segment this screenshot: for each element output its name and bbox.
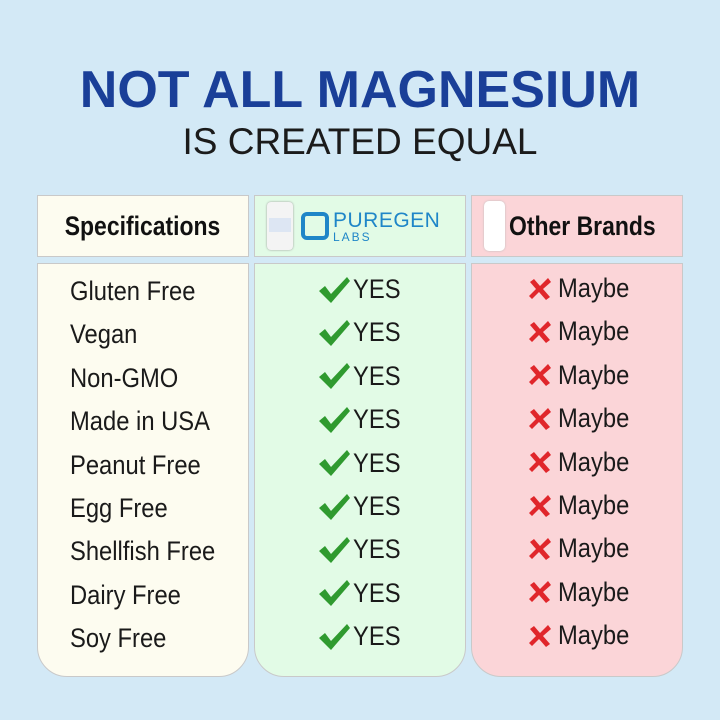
other-brands-column: Maybe Maybe Maybe Maybe Maybe Maybe Maybe Maybe…: [471, 263, 683, 677]
other-value: Maybe: [558, 446, 630, 477]
puregen-value: YES: [353, 447, 401, 478]
brand-logo-sub: LABS: [333, 229, 372, 244]
x-icon: [528, 537, 552, 561]
header-puregen: PUREGEN LABS: [254, 195, 466, 257]
puregen-row: YES: [317, 268, 407, 311]
other-value: Maybe: [558, 620, 630, 651]
puregen-value: YES: [353, 404, 401, 435]
puregen-row: YES: [317, 398, 407, 441]
check-icon: [317, 492, 351, 522]
check-icon: [317, 448, 351, 478]
puregen-value: YES: [353, 621, 401, 652]
other-row: Maybe: [528, 310, 639, 353]
other-row: Maybe: [528, 484, 639, 527]
puregen-value: YES: [353, 577, 401, 608]
brand-logo-text: PUREGEN: [333, 208, 441, 232]
other-row: Maybe: [528, 614, 639, 657]
puregen-row: YES: [317, 572, 407, 615]
other-row: Maybe: [528, 571, 639, 614]
other-value: Maybe: [558, 403, 630, 434]
spec-label: Vegan: [70, 319, 138, 350]
header-specifications-label: Specifications: [65, 210, 221, 241]
bottle-icon: [267, 202, 293, 250]
brand-logo-mark-icon: [301, 212, 329, 240]
puregen-row: YES: [317, 355, 407, 398]
spec-row: Peanut Free: [70, 444, 219, 487]
puregen-value: YES: [353, 317, 401, 348]
other-value: Maybe: [558, 359, 630, 390]
puregen-row: YES: [317, 528, 407, 571]
other-value: Maybe: [558, 316, 630, 347]
puregen-value: YES: [353, 274, 401, 304]
header-other-brands: Other Brands: [471, 195, 683, 257]
spec-row: Made in USA: [70, 400, 229, 443]
spec-label: Peanut Free: [70, 449, 201, 480]
puregen-row: YES: [317, 485, 407, 528]
spec-row: Vegan: [70, 313, 147, 356]
spec-row: Gluten Free: [70, 270, 213, 313]
puregen-column: YES YES YES YES YES YES YES YES YES: [254, 263, 466, 677]
spec-label: Gluten Free: [70, 276, 196, 306]
bottle-icon: [484, 201, 506, 251]
page-title: NOT ALL MAGNESIUM: [79, 61, 641, 119]
specifications-column: Gluten Free Vegan Non-GMO Made in USA Peanut…: [37, 263, 249, 677]
puregen-row: YES: [317, 311, 407, 354]
header-other-brands-label: Other Brands: [509, 210, 657, 241]
other-value: Maybe: [558, 273, 630, 303]
check-icon: [317, 405, 351, 435]
spec-label: Made in USA: [70, 406, 210, 437]
page-subtitle: IS CREATED EQUAL: [182, 121, 538, 162]
spec-label: Soy Free: [70, 623, 167, 654]
other-value: Maybe: [558, 576, 630, 607]
other-row: Maybe: [528, 354, 639, 397]
other-row: Maybe: [528, 441, 639, 484]
x-icon: [528, 363, 552, 387]
x-icon: [528, 407, 552, 431]
spec-row: Egg Free: [70, 487, 181, 530]
other-value: Maybe: [558, 490, 630, 520]
puregen-row: YES: [317, 442, 407, 485]
other-row: Maybe: [528, 267, 639, 310]
puregen-value: YES: [353, 491, 401, 521]
spec-label: Dairy Free: [70, 579, 181, 610]
spec-row: Non-GMO: [70, 357, 193, 400]
x-icon: [528, 277, 552, 301]
puregen-value: YES: [353, 534, 401, 565]
other-row: Maybe: [528, 397, 639, 440]
check-icon: [317, 361, 351, 391]
spec-row: Soy Free: [70, 617, 180, 660]
other-value: Maybe: [558, 533, 630, 564]
x-icon: [528, 624, 552, 648]
spec-label: Non-GMO: [70, 362, 179, 393]
spec-row: Dairy Free: [70, 574, 196, 617]
x-icon: [528, 580, 552, 604]
spec-label: Egg Free: [70, 493, 168, 523]
x-icon: [528, 450, 552, 474]
check-icon: [317, 535, 351, 565]
x-icon: [528, 494, 552, 518]
check-icon: [317, 578, 351, 608]
check-icon: [317, 275, 351, 305]
puregen-value: YES: [353, 360, 401, 391]
spec-label: Shellfish Free: [70, 536, 216, 567]
puregen-row: YES: [317, 615, 407, 658]
check-icon: [317, 318, 351, 348]
header-specifications: Specifications: [37, 195, 249, 257]
spec-row: Shellfish Free: [70, 530, 235, 573]
other-row: Maybe: [528, 527, 639, 570]
check-icon: [317, 622, 351, 652]
x-icon: [528, 320, 552, 344]
